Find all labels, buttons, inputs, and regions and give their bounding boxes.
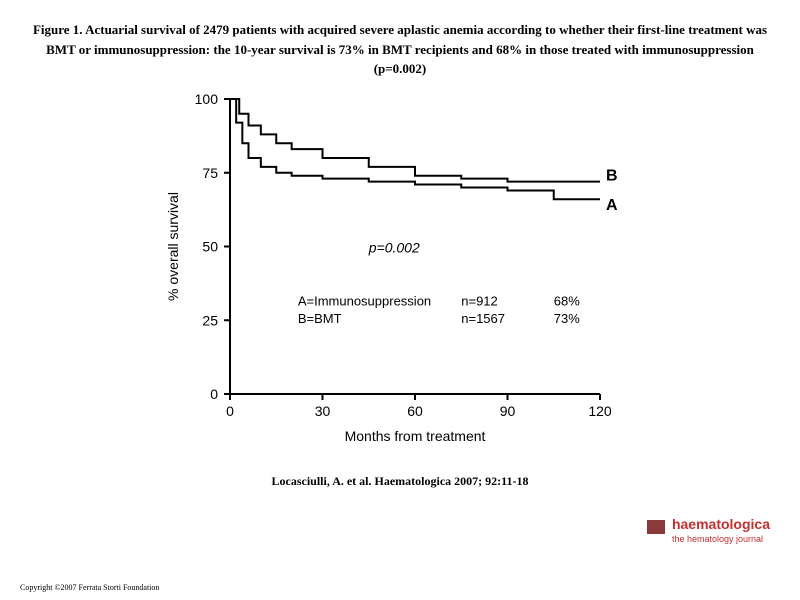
logo-icon <box>647 520 665 534</box>
svg-text:30: 30 <box>315 403 331 419</box>
copyright: Copyright ©2007 Ferrata Storti Foundatio… <box>20 583 159 592</box>
svg-text:B=BMT: B=BMT <box>298 311 342 326</box>
svg-text:25: 25 <box>202 312 218 328</box>
svg-text:n=1567: n=1567 <box>461 311 505 326</box>
svg-text:p=0.002: p=0.002 <box>368 239 420 255</box>
svg-text:A=Immunosuppression: A=Immunosuppression <box>298 293 431 308</box>
figure-caption: Figure 1. Actuarial survival of 2479 pat… <box>20 20 780 79</box>
logo-brand: haematologica <box>672 516 770 532</box>
svg-text:90: 90 <box>500 403 516 419</box>
svg-text:Months from treatment: Months from treatment <box>345 428 486 444</box>
svg-text:100: 100 <box>195 91 219 107</box>
chart-svg: 0 25 50 75 100 0 30 60 90 120 Months from treatmen… <box>160 89 640 449</box>
svg-text:60: 60 <box>407 403 423 419</box>
survival-chart: 0 25 50 75 100 0 30 60 90 120 Months from treatmen… <box>160 89 640 449</box>
svg-text:0: 0 <box>210 386 218 402</box>
svg-text:0: 0 <box>226 403 234 419</box>
svg-text:120: 120 <box>588 403 612 419</box>
logo-tag: the hematology journal <box>672 534 763 544</box>
journal-logo: haematologica the hematology journal <box>647 516 770 545</box>
svg-text:% overall survival: % overall survival <box>165 192 181 301</box>
svg-text:50: 50 <box>202 238 218 254</box>
svg-text:73%: 73% <box>554 311 580 326</box>
svg-text:n=912: n=912 <box>461 293 498 308</box>
svg-text:B: B <box>606 167 618 184</box>
citation: Locasciulli, A. et al. Haematologica 200… <box>20 474 780 489</box>
svg-text:A: A <box>606 197 618 214</box>
svg-text:68%: 68% <box>554 293 580 308</box>
svg-text:75: 75 <box>202 164 218 180</box>
